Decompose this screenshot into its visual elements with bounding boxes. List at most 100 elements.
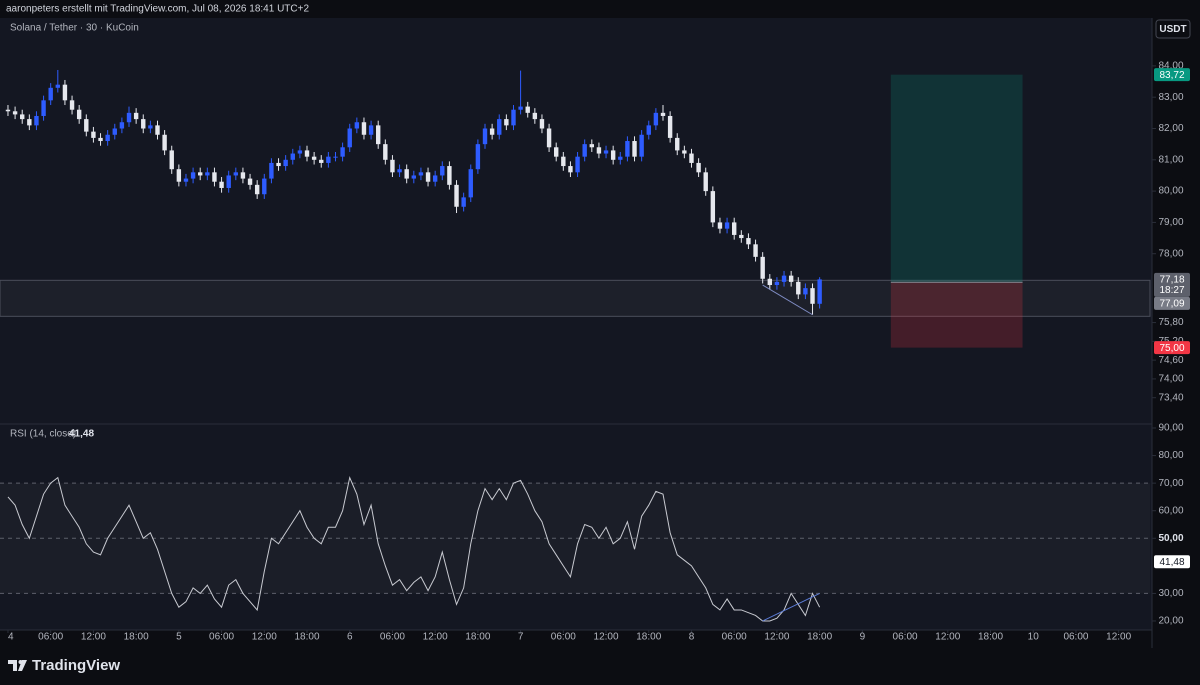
rsi-last-label-bg [1154, 555, 1190, 569]
candle-body [618, 156, 623, 160]
candle-body [376, 125, 381, 145]
candle-body [532, 112, 538, 120]
candle-body [205, 172, 210, 176]
candle-body [660, 112, 666, 116]
candle-body [354, 122, 360, 129]
candle-body [12, 111, 18, 115]
x-tick-label: 9 [860, 632, 866, 643]
candle-body [639, 134, 644, 157]
y-tick-label: 83,00 [1158, 92, 1183, 103]
candle-body [105, 134, 110, 142]
candle-body [333, 156, 338, 158]
x-tick-label: 06:00 [551, 632, 576, 643]
x-tick-label: 12:00 [423, 632, 448, 643]
candle-body [546, 128, 552, 148]
candle-body [368, 125, 374, 135]
candle-body [155, 125, 160, 135]
candle-body [62, 84, 68, 101]
candle-body [162, 134, 167, 151]
candle-body [390, 159, 395, 173]
candle-body [247, 178, 253, 185]
x-tick-label: 12:00 [935, 632, 960, 643]
currency-button[interactable] [1155, 19, 1191, 39]
candle-body [468, 169, 473, 198]
rsi-divergence [762, 592, 820, 622]
x-tick-label: 18:00 [978, 632, 1003, 643]
candle-body [397, 169, 402, 173]
candle-body [732, 222, 737, 235]
x-tick-label: 7 [518, 632, 524, 643]
candle-body [176, 169, 182, 182]
candle-body [646, 125, 651, 135]
symbol-title: Solana / Tether · 30 · KuCoin [10, 23, 139, 34]
candle-body [653, 112, 659, 126]
last-price-bg [1154, 272, 1190, 297]
x-tick-label: 18:00 [294, 632, 319, 643]
candle-body [561, 156, 566, 167]
candle-body [447, 166, 452, 185]
x-tick-label: 06:00 [38, 632, 63, 643]
x-tick-label: 06:00 [380, 632, 405, 643]
y-tick-label: 84,00 [1158, 61, 1183, 72]
candle-body [240, 172, 246, 179]
candle-body [504, 119, 509, 126]
rsi-line [7, 475, 821, 622]
candle-body [703, 172, 708, 192]
candle-body [276, 162, 281, 167]
candle-body [198, 172, 203, 176]
candle-body [319, 159, 324, 163]
candle-body [262, 178, 267, 195]
stop-label-bg [1154, 341, 1190, 355]
y-tick-label: 75,80 [1158, 317, 1183, 328]
candle-body [119, 122, 125, 129]
candle-body [689, 153, 694, 163]
rsi-y-tick-label: 70,00 [1158, 478, 1183, 489]
x-tick-label: 06:00 [209, 632, 234, 643]
rsi-y-tick-label: 80,00 [1158, 450, 1183, 461]
y-tick-label: 80,00 [1158, 186, 1183, 197]
candle-body [34, 115, 39, 126]
candle-body [810, 288, 815, 304]
brand-logo: TradingView [8, 657, 120, 674]
x-tick-label: 12:00 [594, 632, 619, 643]
candle-body [148, 125, 153, 129]
currency-label[interactable]: USDT [1159, 24, 1186, 35]
candle-body [767, 278, 772, 286]
stop-label: 75,00 [1159, 343, 1184, 354]
candle-body [226, 175, 231, 188]
candle-body [190, 172, 196, 179]
y-tick-label: 74,60 [1158, 355, 1183, 366]
rsi-last-label: 41,48 [1159, 557, 1184, 568]
candle-body [98, 137, 103, 142]
y-tick-label: 79,00 [1158, 217, 1183, 228]
target-label-bg [1154, 68, 1190, 82]
candle-body [91, 131, 96, 138]
candle-body [432, 175, 438, 182]
candle-body [418, 172, 424, 176]
x-tick-label: 18:00 [636, 632, 661, 643]
candle-body [539, 119, 545, 129]
candle-body [254, 184, 260, 195]
candle-body [803, 288, 808, 295]
candle-body [589, 144, 595, 148]
candle-body [219, 181, 224, 188]
candle-body [169, 150, 174, 170]
candle-body [76, 109, 82, 120]
candle-body [311, 156, 317, 160]
header-caption: aaronpeters erstellt mit TradingView.com… [6, 4, 309, 15]
rsi-value: 41,48 [69, 429, 94, 440]
x-tick-label: 12:00 [1106, 632, 1131, 643]
candle-body [347, 128, 352, 148]
rsi-y-tick-label: 90,00 [1158, 423, 1183, 434]
y-tick-label: 78,00 [1158, 248, 1183, 259]
candle-body [696, 162, 701, 173]
candle-body [525, 106, 530, 113]
rsi-y-tick-label: 50,00 [1158, 533, 1183, 544]
x-tick-label: 06:00 [893, 632, 918, 643]
y-tick-label: 74,00 [1158, 374, 1183, 385]
logo-dot [18, 660, 23, 664]
position-target [890, 74, 1023, 283]
candle-body [69, 100, 75, 110]
candle-body [667, 115, 673, 138]
